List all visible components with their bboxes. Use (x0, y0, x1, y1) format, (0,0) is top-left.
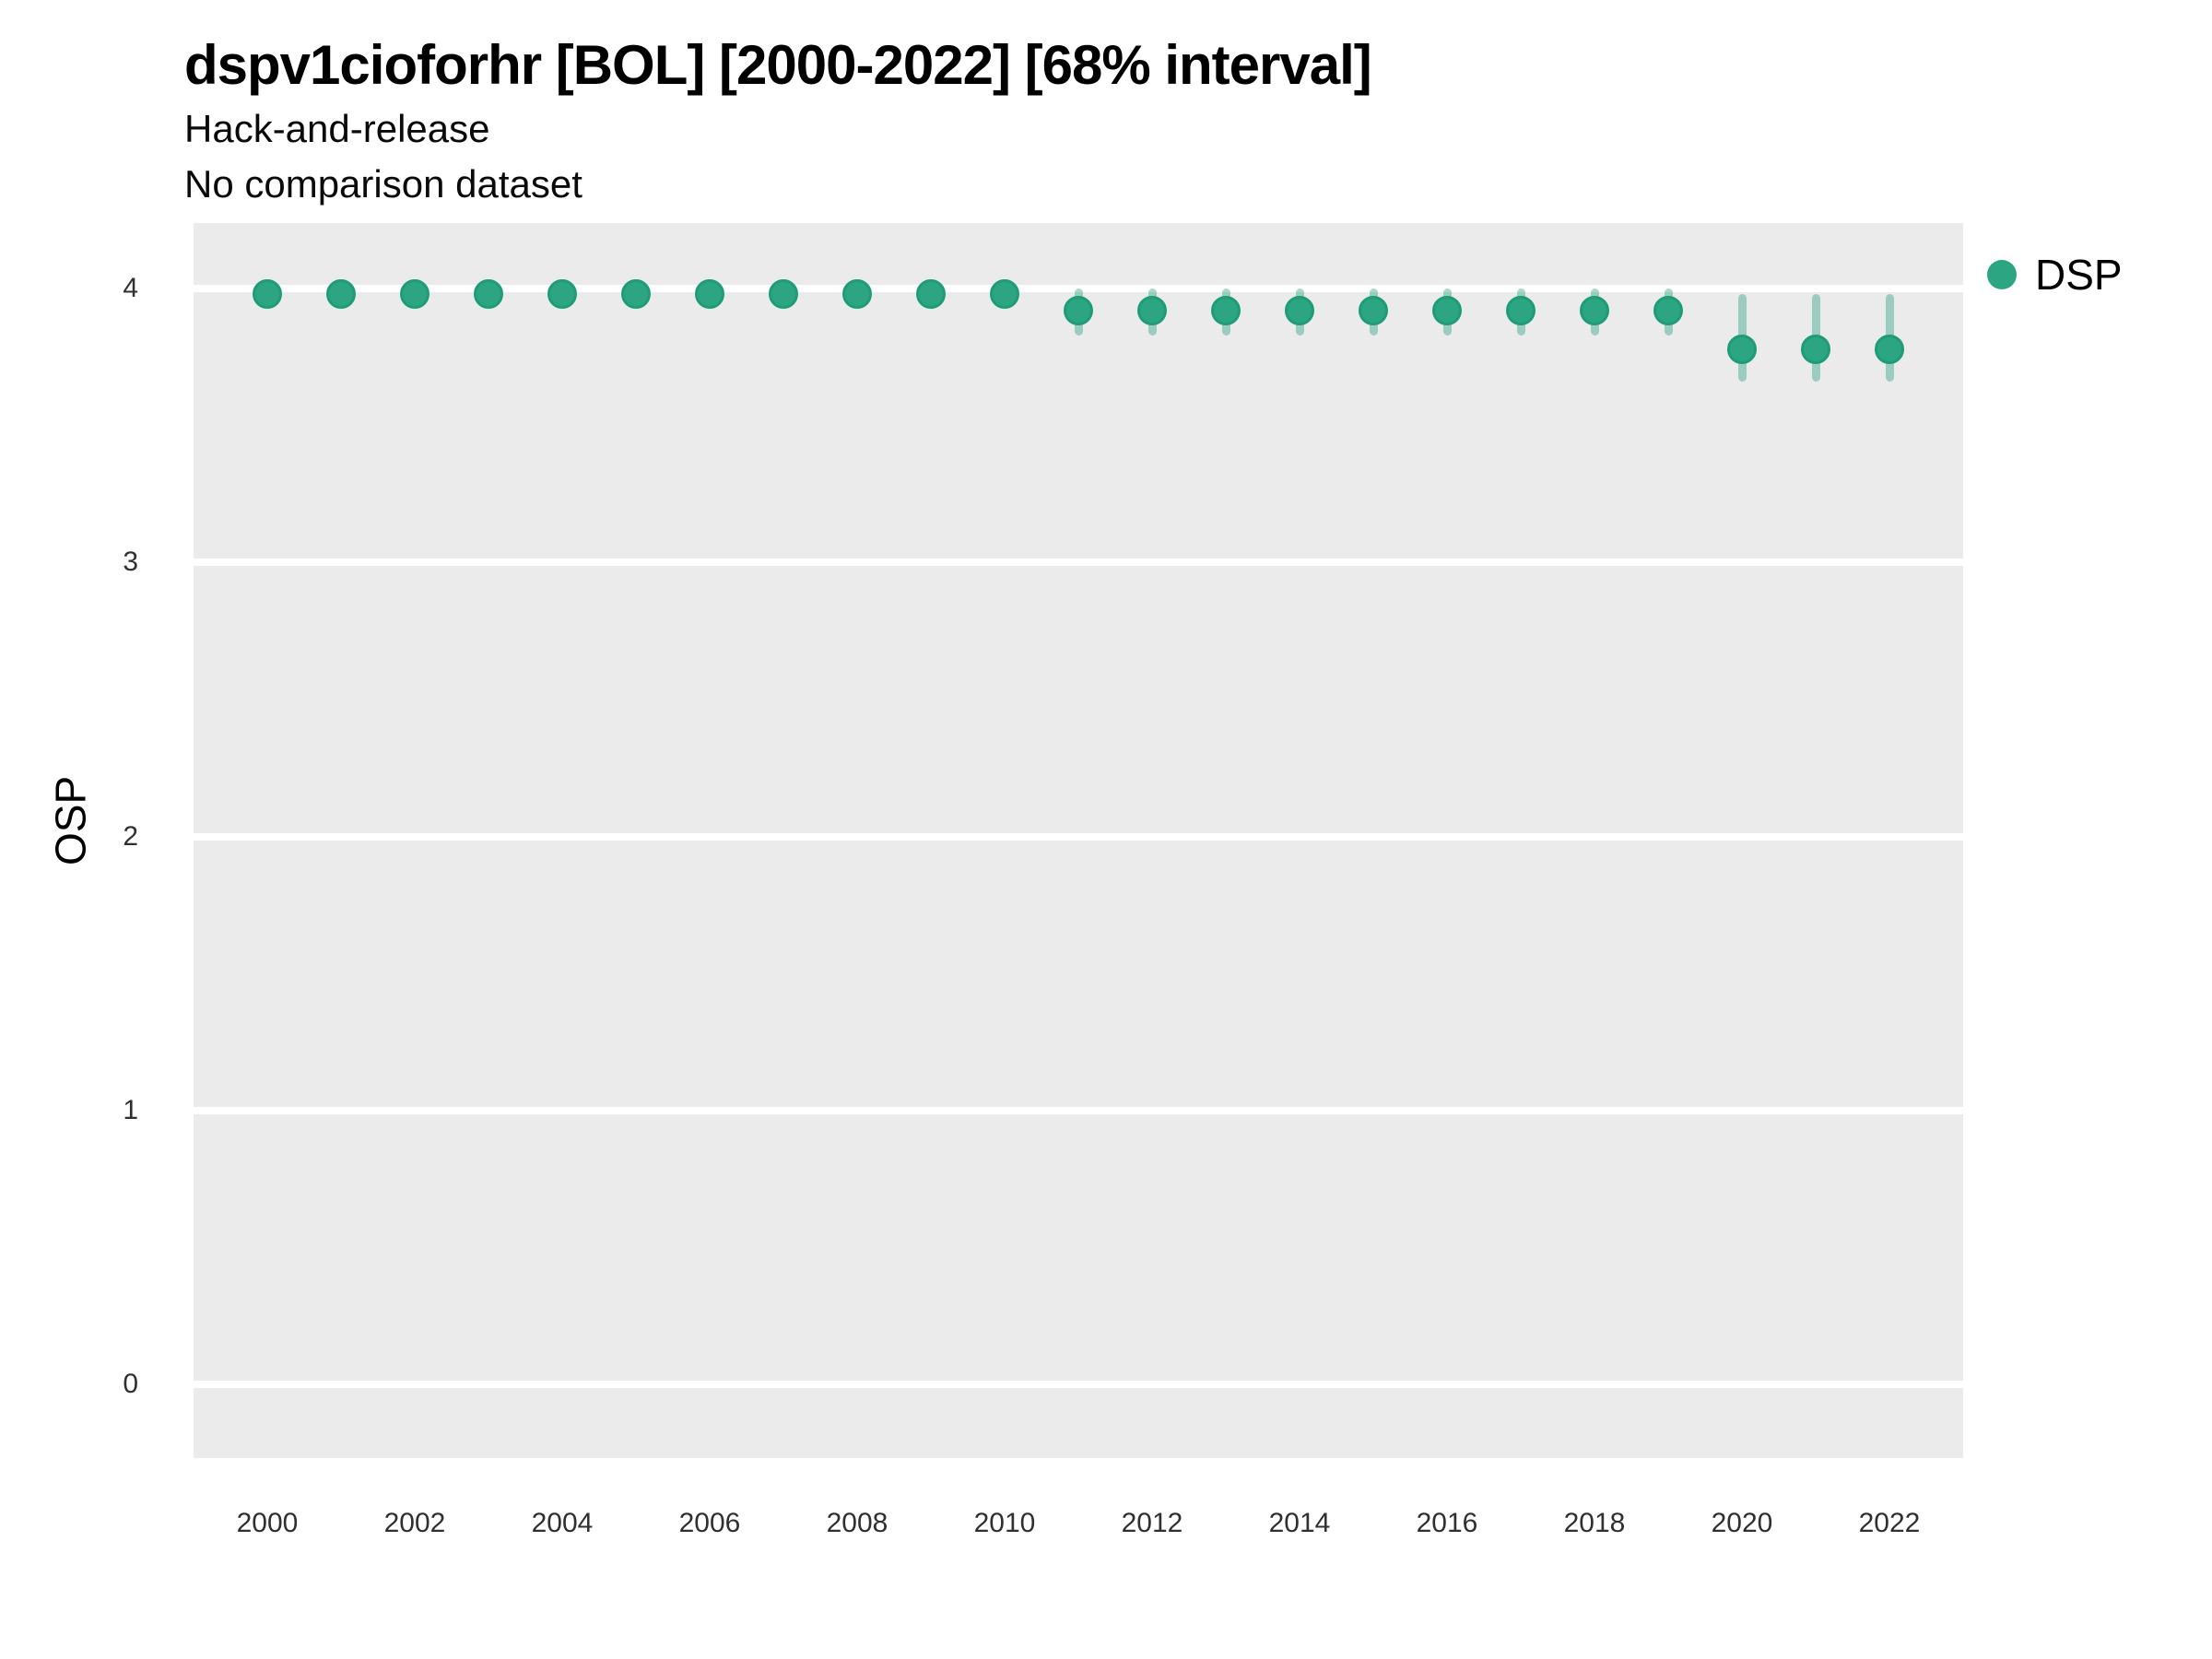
data-point-DSP-2002 (400, 279, 429, 310)
data-point-DSP-2007 (769, 279, 798, 310)
data-point-DSP-2005 (621, 279, 651, 310)
x-tick-label-2022: 2022 (1858, 1508, 1921, 1538)
data-point-DSP-2009 (916, 279, 946, 310)
y-axis-title: OSP (46, 775, 95, 865)
x-tick-label-2008: 2008 (826, 1508, 888, 1538)
data-point-DSP-2012 (1137, 296, 1167, 326)
y-tick-label-0: 0 (123, 1368, 138, 1399)
gridline-y-3 (194, 559, 1963, 567)
data-point-DSP-2020 (1727, 334, 1757, 364)
data-point-DSP-2013 (1211, 296, 1241, 326)
x-tick-label-2018: 2018 (1563, 1508, 1626, 1538)
x-tick-label-2004: 2004 (531, 1508, 594, 1538)
data-point-DSP-2001 (326, 279, 356, 310)
y-tick-label-2: 2 (123, 820, 138, 852)
data-point-DSP-2003 (474, 279, 503, 310)
data-point-DSP-2021 (1801, 334, 1830, 364)
x-tick-label-2002: 2002 (383, 1508, 446, 1538)
data-point-DSP-2010 (990, 279, 1019, 310)
x-tick-label-2000: 2000 (236, 1508, 299, 1538)
data-point-DSP-2004 (547, 279, 577, 310)
data-point-DSP-2016 (1432, 296, 1462, 326)
chart-subtitle-line-2: No comparison dataset (184, 162, 582, 206)
data-point-DSP-2006 (695, 279, 724, 310)
x-tick-label-2020: 2020 (1711, 1508, 1773, 1538)
plot-panel (194, 223, 1963, 1458)
x-tick-label-2006: 2006 (678, 1508, 741, 1538)
y-tick-label-3: 3 (123, 547, 138, 578)
data-point-DSP-2014 (1285, 296, 1314, 326)
x-tick-label-2016: 2016 (1416, 1508, 1478, 1538)
data-point-DSP-2000 (253, 279, 282, 310)
gridline-y-1 (194, 1106, 1963, 1114)
legend-point-icon (1987, 260, 2017, 289)
data-point-DSP-2015 (1359, 296, 1388, 326)
data-point-DSP-2022 (1875, 334, 1904, 364)
chart-subtitle-line-1: Hack-and-release (184, 107, 490, 150)
y-tick-label-1: 1 (123, 1094, 138, 1125)
y-tick-label-4: 4 (123, 273, 138, 304)
gridline-y-4 (194, 285, 1963, 293)
data-point-DSP-2019 (1653, 296, 1683, 326)
x-tick-label-2014: 2014 (1268, 1508, 1331, 1538)
x-tick-label-2012: 2012 (1121, 1508, 1183, 1538)
data-point-DSP-2008 (842, 279, 872, 310)
data-point-DSP-2018 (1580, 296, 1609, 326)
chart-title: dspv1cioforhr [BOL] [2000-2022] [68% int… (184, 34, 1372, 96)
data-point-DSP-2011 (1064, 296, 1093, 326)
x-tick-label-2010: 2010 (973, 1508, 1036, 1538)
legend: DSP (1987, 251, 2123, 299)
gridline-y-2 (194, 832, 1963, 841)
gridline-y-0 (194, 1380, 1963, 1388)
legend-series-label: DSP (2035, 251, 2123, 299)
data-point-DSP-2017 (1506, 296, 1535, 326)
